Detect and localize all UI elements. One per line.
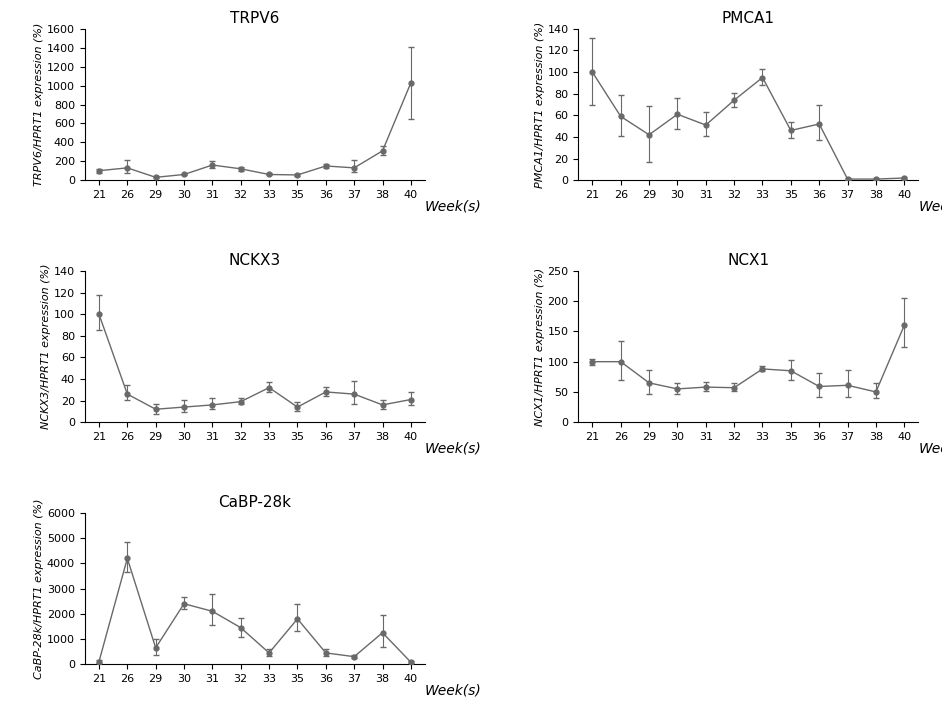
Title: NCX1: NCX1 bbox=[727, 253, 770, 269]
Y-axis label: NCX1/HPRT1 expression (%): NCX1/HPRT1 expression (%) bbox=[534, 267, 544, 426]
Y-axis label: NCKX3/HPRT1 expression (%): NCKX3/HPRT1 expression (%) bbox=[41, 264, 51, 430]
Text: Week(s): Week(s) bbox=[918, 442, 942, 456]
Text: Week(s): Week(s) bbox=[425, 684, 481, 698]
Title: TRPV6: TRPV6 bbox=[230, 12, 280, 26]
Text: Week(s): Week(s) bbox=[425, 442, 481, 456]
Title: PMCA1: PMCA1 bbox=[722, 12, 775, 26]
Title: NCKX3: NCKX3 bbox=[229, 253, 281, 269]
Y-axis label: CaBP-28k/HPRT1 expression (%): CaBP-28k/HPRT1 expression (%) bbox=[34, 498, 44, 679]
Text: Week(s): Week(s) bbox=[918, 200, 942, 214]
Y-axis label: PMCA1/HPRT1 expression (%): PMCA1/HPRT1 expression (%) bbox=[534, 22, 544, 188]
Text: Week(s): Week(s) bbox=[425, 200, 481, 214]
Title: CaBP-28k: CaBP-28k bbox=[219, 495, 291, 510]
Y-axis label: TRPV6/HPRT1 expression (%): TRPV6/HPRT1 expression (%) bbox=[34, 23, 44, 186]
